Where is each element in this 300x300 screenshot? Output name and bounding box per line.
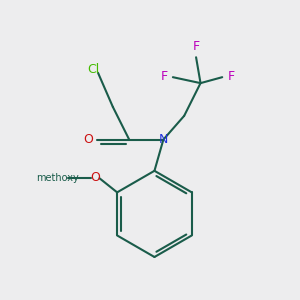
Text: F: F [160,70,167,83]
Text: O: O [83,133,93,146]
Text: F: F [193,40,200,53]
Text: methoxy: methoxy [37,173,79,183]
Text: F: F [228,70,235,83]
Text: Cl: Cl [87,63,100,76]
Text: N: N [159,133,168,146]
Text: O: O [90,171,100,184]
